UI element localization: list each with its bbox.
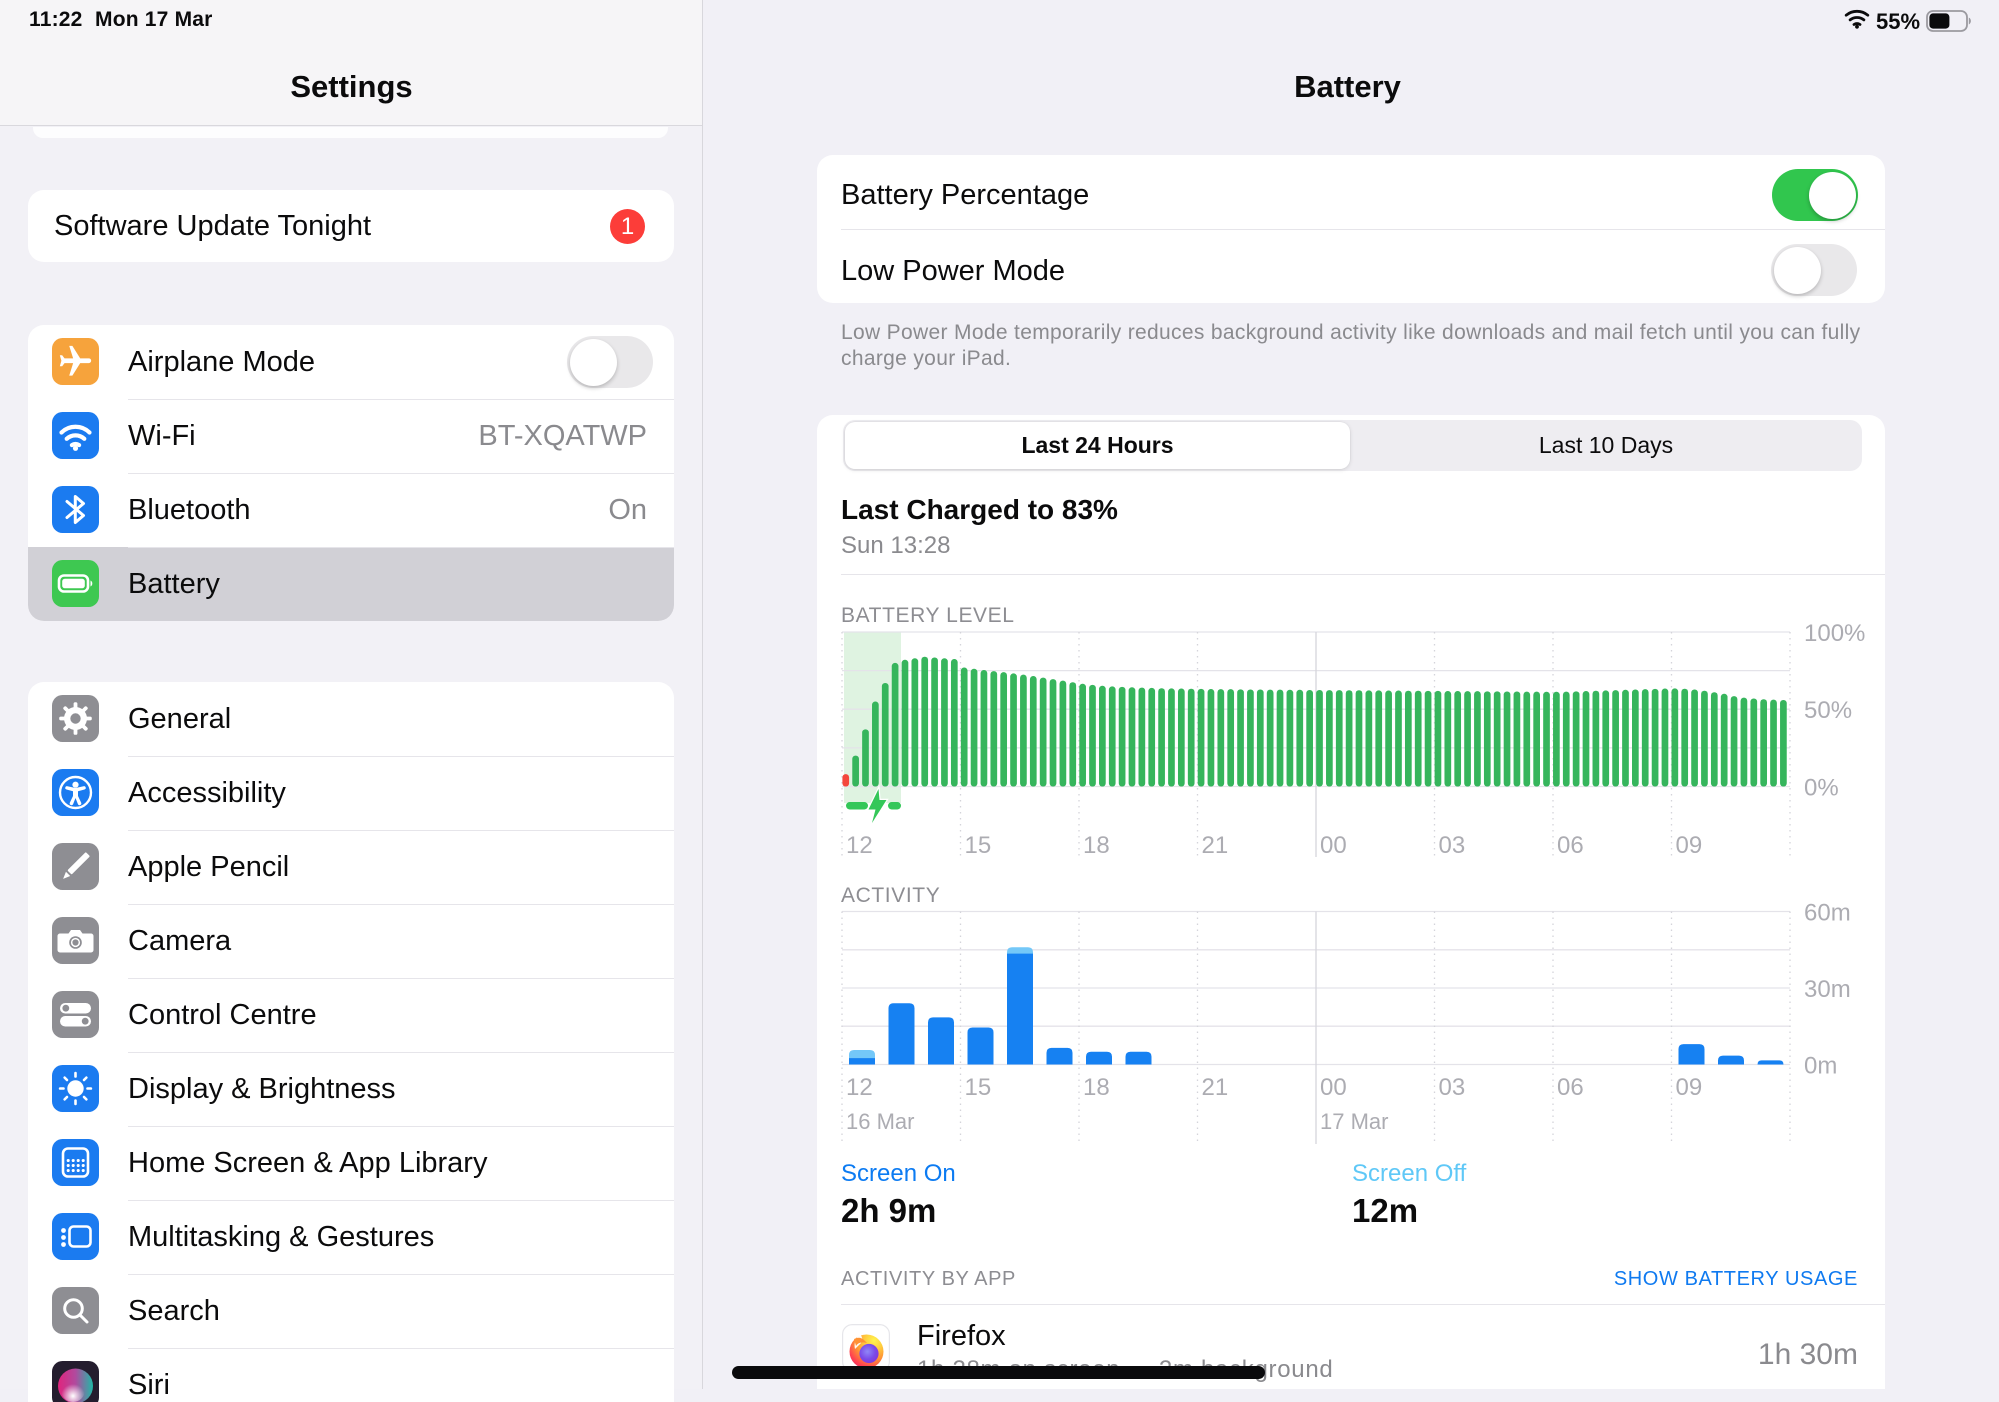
svg-text:18: 18 bbox=[1083, 1074, 1110, 1101]
svg-text:06: 06 bbox=[1557, 1074, 1584, 1101]
svg-text:17 Mar: 17 Mar bbox=[1320, 1109, 1388, 1134]
svg-text:00: 00 bbox=[1320, 1074, 1347, 1101]
svg-text:12: 12 bbox=[846, 1074, 873, 1101]
svg-text:50%: 50% bbox=[1804, 697, 1852, 724]
svg-text:100%: 100% bbox=[1804, 620, 1865, 647]
svg-text:00: 00 bbox=[1320, 832, 1347, 859]
svg-text:16 Mar: 16 Mar bbox=[846, 1109, 914, 1134]
svg-text:03: 03 bbox=[1439, 832, 1466, 859]
svg-text:09: 09 bbox=[1676, 832, 1703, 859]
svg-text:06: 06 bbox=[1557, 832, 1584, 859]
svg-text:18: 18 bbox=[1083, 832, 1110, 859]
svg-text:30m: 30m bbox=[1804, 976, 1851, 1003]
svg-text:0%: 0% bbox=[1804, 775, 1839, 802]
svg-text:21: 21 bbox=[1202, 832, 1229, 859]
svg-text:03: 03 bbox=[1439, 1074, 1466, 1101]
svg-text:60m: 60m bbox=[1804, 900, 1851, 927]
svg-text:15: 15 bbox=[965, 832, 992, 859]
svg-text:0m: 0m bbox=[1804, 1053, 1837, 1080]
svg-text:15: 15 bbox=[965, 1074, 992, 1101]
svg-text:09: 09 bbox=[1676, 1074, 1703, 1101]
svg-text:12: 12 bbox=[846, 832, 873, 859]
svg-text:21: 21 bbox=[1202, 1074, 1229, 1101]
